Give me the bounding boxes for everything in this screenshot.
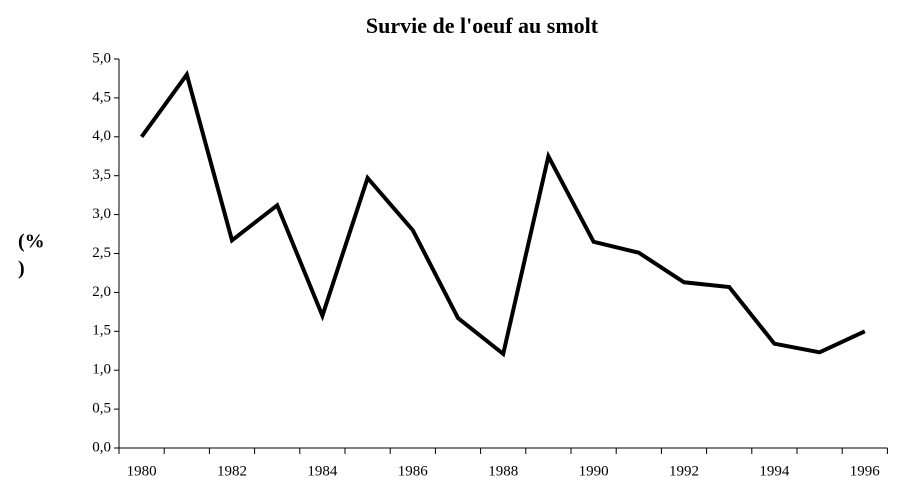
x-tick-label: 1984 xyxy=(307,463,338,479)
x-tick-label: 1990 xyxy=(579,463,609,479)
x-tick-label: 1980 xyxy=(127,463,157,479)
y-tick-label: 1,0 xyxy=(92,362,111,378)
y-axis-label: ) xyxy=(18,258,25,280)
y-tick-label: 2,5 xyxy=(92,245,111,261)
y-tick-label: 4,0 xyxy=(92,128,111,144)
data-line xyxy=(139,70,866,358)
y-tick-label: 3,0 xyxy=(92,206,111,222)
y-tick-label: 5,0 xyxy=(92,50,111,66)
chart-title: Survie de l'oeuf au smolt xyxy=(366,13,599,38)
x-tick-label: 1986 xyxy=(398,463,429,479)
x-tick-label: 1982 xyxy=(217,463,247,479)
y-tick-label: 1,5 xyxy=(92,323,111,339)
x-tick-label: 1996 xyxy=(850,463,881,479)
x-tick-label: 1992 xyxy=(669,463,699,479)
x-tick-label: 1988 xyxy=(488,463,518,479)
y-tick-label: 0,0 xyxy=(92,439,111,455)
x-tick-label: 1994 xyxy=(759,463,790,479)
y-axis-label: (% xyxy=(18,231,45,253)
y-tick-label: 0,5 xyxy=(92,401,111,417)
y-tick-label: 4,5 xyxy=(92,89,111,105)
y-tick-label: 2,0 xyxy=(92,284,111,300)
y-tick-label: 3,5 xyxy=(92,167,111,183)
